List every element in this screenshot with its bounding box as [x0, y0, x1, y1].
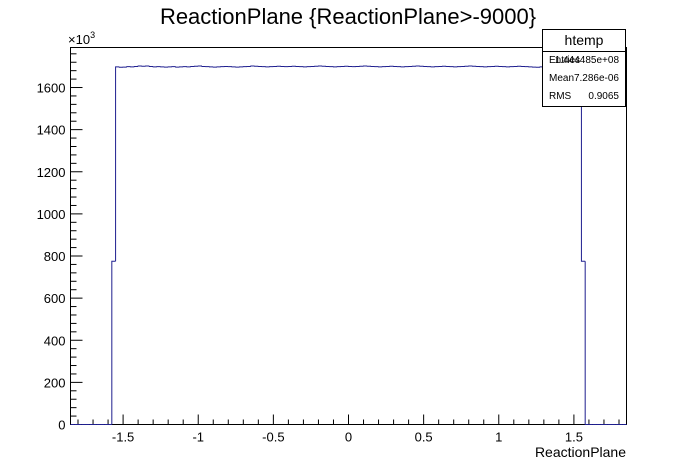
x-tick-label: 1 [495, 430, 502, 445]
x-tick-label: 0 [345, 430, 352, 445]
y-tick-label: 1200 [37, 165, 66, 180]
stats-box: htemp Entries 1.444485e+08 Mean 7.286e-0… [542, 29, 626, 107]
x-axis: -1.5 -1 -0.5 0 0.5 1 1.5 [77, 414, 620, 445]
stats-title: htemp [543, 30, 625, 52]
y-tick-label: 1400 [37, 123, 66, 138]
stats-value: 0.9065 [588, 91, 619, 102]
histogram-bin [584, 261, 589, 425]
y-tick-label: 600 [44, 291, 66, 306]
stats-row-rms: RMS 0.9065 [543, 88, 625, 106]
y-tick-label: 800 [44, 249, 66, 264]
x-axis-title: ReactionPlane [535, 444, 626, 460]
y-tick-label: 0 [58, 418, 65, 433]
x-tick-label: 0.5 [415, 430, 433, 445]
y-tick-label: 400 [44, 333, 66, 348]
chart-title: ReactionPlane {ReactionPlane>-9000} [159, 4, 537, 29]
y-tick-label: 1600 [37, 81, 66, 96]
stats-row-entries: Entries 1.444485e+08 [543, 52, 625, 70]
stats-row-mean: Mean 7.286e-06 [543, 70, 625, 88]
y-tick-label: 1000 [37, 207, 66, 222]
x-tick-label: -0.5 [262, 430, 284, 445]
histogram-bin [580, 66, 586, 262]
stats-label: Entries [549, 55, 581, 66]
histogram-bin [115, 66, 120, 262]
stats-label: RMS [549, 91, 572, 102]
histogram-series [70, 65, 627, 425]
stats-label: Mean [549, 73, 575, 84]
y-axis-multiplier-exponent: 3 [90, 30, 95, 40]
histogram-bin [111, 260, 116, 425]
x-tick-label: -1 [192, 430, 204, 445]
y-axis-multiplier-base: ×10 [68, 32, 90, 47]
y-axis: 0 200 400 600 800 1000 1200 1400 1600 [37, 53, 83, 433]
x-tick-label: 1.5 [565, 430, 583, 445]
stats-value: 7.286e-06 [573, 73, 619, 84]
x-tick-label: -1.5 [112, 430, 134, 445]
stats-value: 1.444485e+08 [554, 55, 619, 66]
y-tick-label: 200 [44, 375, 66, 390]
y-axis-multiplier: ×103 [68, 30, 95, 47]
